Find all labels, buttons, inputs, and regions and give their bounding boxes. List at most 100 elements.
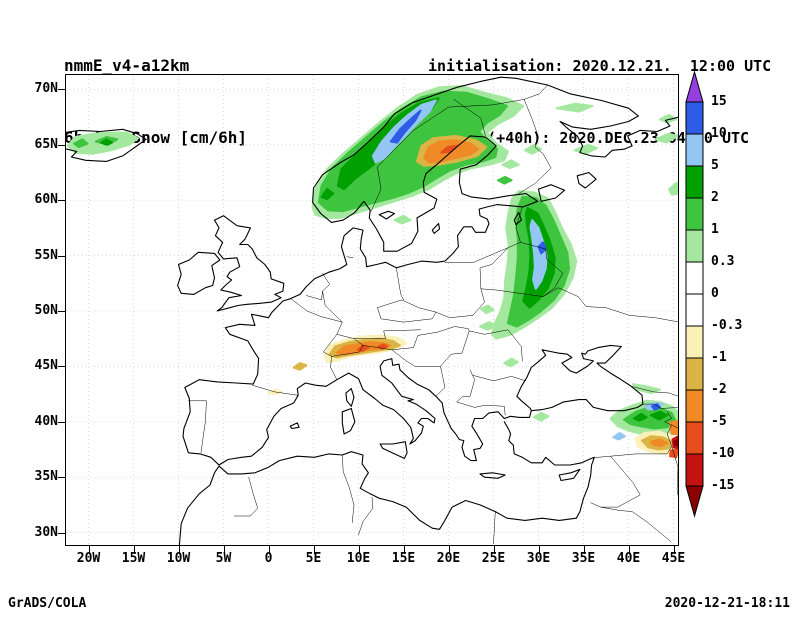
lat-tick-label: 55N (34, 247, 58, 263)
country-border (370, 99, 525, 212)
colorbar-segment (685, 229, 704, 263)
colorbar-segment (685, 357, 704, 391)
lat-tick-label: 40N (34, 413, 58, 429)
snow-patch (320, 188, 335, 201)
lat-tick-label: 70N (34, 81, 58, 97)
lon-tick-label: 15W (121, 551, 146, 566)
lon-tick-label: 5W (215, 551, 232, 566)
axis-tick (58, 311, 66, 312)
creation-timestamp: 2020-12-21-18:11 (664, 596, 790, 611)
snow-patch (650, 403, 661, 411)
lat-tick-label: 30N (34, 524, 58, 540)
colorbar-segment (685, 197, 704, 231)
country-border (322, 273, 343, 335)
axis-tick (58, 532, 66, 534)
snow-patch (632, 383, 661, 394)
lon-tick-label: 35E (571, 551, 596, 566)
colorbar-segment (685, 133, 704, 167)
country-border (468, 329, 523, 362)
colorbar-scale (685, 70, 704, 518)
colorbar-label: 1 (711, 222, 719, 237)
axis-tick (358, 546, 360, 554)
colorbar-segment (685, 389, 704, 423)
country-border (391, 349, 446, 397)
country-borders (188, 84, 678, 544)
lon-tick-label: 5E (305, 551, 322, 566)
country-border (453, 99, 486, 137)
lat-tick-label: 45N (34, 358, 58, 374)
coastline (178, 421, 595, 545)
lat-tick-label: 60N (34, 192, 58, 208)
init-time: initialisation: 2020.12.21. 12:00 UTC (428, 57, 772, 75)
country-border (413, 326, 470, 348)
colorbar-label: -15 (711, 478, 735, 493)
colorbar-segment (685, 165, 704, 199)
coastlines (66, 76, 678, 545)
country-border (600, 506, 672, 542)
country-border (520, 242, 564, 297)
axis-tick (178, 546, 180, 554)
country-border (234, 476, 258, 517)
colorbar-label: 10 (711, 126, 727, 141)
colorbar-label: 15 (711, 94, 727, 109)
snow-patch (479, 321, 498, 331)
colorbar-label: 0.3 (711, 254, 735, 269)
lon-tick-label: 10E (346, 551, 371, 566)
country-border (523, 84, 548, 100)
country-border (664, 411, 678, 429)
lon-tick-label: 45E (661, 551, 686, 566)
island-coastline (213, 215, 285, 312)
axis-tick (673, 546, 675, 554)
country-border (440, 330, 470, 367)
country-border (377, 299, 437, 323)
colorbar-arrow-up (685, 70, 704, 103)
model-title: nmmE_v4-a12km (64, 56, 190, 75)
snow-patch (501, 159, 520, 170)
country-border (590, 455, 641, 508)
country-border (306, 290, 323, 301)
country-border (362, 345, 414, 351)
snow-patch (650, 410, 669, 421)
colorbar-label: -0.3 (711, 318, 743, 333)
snow-patch (632, 413, 648, 422)
country-border (342, 454, 355, 523)
snow-patch (555, 102, 594, 113)
coastline (546, 84, 678, 158)
snow-patch (393, 214, 412, 225)
snow-patch (479, 304, 495, 315)
colorbar-segment (685, 325, 704, 359)
axis-tick (313, 546, 315, 554)
snow-patch (503, 357, 519, 368)
lon-tick-label: 0 (264, 551, 273, 566)
colorbar-label: 2 (711, 190, 719, 205)
country-border (472, 206, 523, 316)
snow-patch (73, 138, 89, 148)
axis-tick (403, 546, 405, 554)
europe-map (66, 75, 678, 545)
country-border (518, 99, 552, 194)
country-border (456, 369, 506, 416)
snow-patch (389, 109, 422, 144)
lon-tick-label: 20W (76, 551, 101, 566)
country-border (594, 424, 672, 458)
country-border (290, 298, 343, 323)
snow-patch (668, 419, 678, 435)
snow-patch (533, 411, 550, 422)
island-coastline (177, 251, 221, 295)
lake-outline (537, 184, 566, 202)
colorbar-segment (685, 421, 704, 455)
colorbar-segment (685, 101, 704, 135)
lat-tick-label: 50N (34, 303, 58, 318)
colorbar-label: -2 (711, 382, 727, 397)
island-coastline (431, 222, 441, 234)
colorbar-label: -10 (711, 446, 735, 461)
snow-patch (668, 181, 678, 196)
colorbar-segment (685, 453, 704, 487)
map-frame (65, 74, 679, 546)
axis-tick (58, 421, 66, 423)
snow-patch (529, 219, 548, 290)
island-coastline (558, 468, 581, 482)
country-border (346, 256, 354, 259)
axis-tick (493, 546, 495, 554)
